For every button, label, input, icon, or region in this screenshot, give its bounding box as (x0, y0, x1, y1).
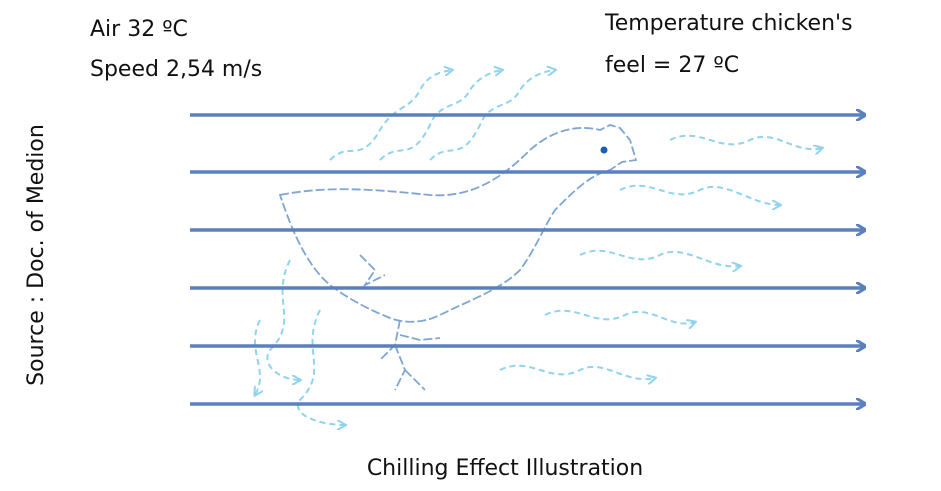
chicken-sketch (280, 125, 636, 390)
wind-squiggles (255, 70, 822, 425)
felt-temperature: feel = 27 ºC (605, 53, 739, 78)
diagram: Air 32 ºC Speed 2,54 m/s Temperature chi… (0, 0, 941, 491)
air-speed: Speed 2,54 m/s (90, 57, 262, 82)
caption: Chilling Effect Illustration (367, 456, 643, 481)
chicken-eye (601, 147, 608, 154)
air-temperature: Air 32 ºC (90, 17, 188, 42)
source-note: Source : Doc. of Medion (24, 124, 49, 386)
felt-temperature: Temperature chicken's (604, 11, 853, 36)
